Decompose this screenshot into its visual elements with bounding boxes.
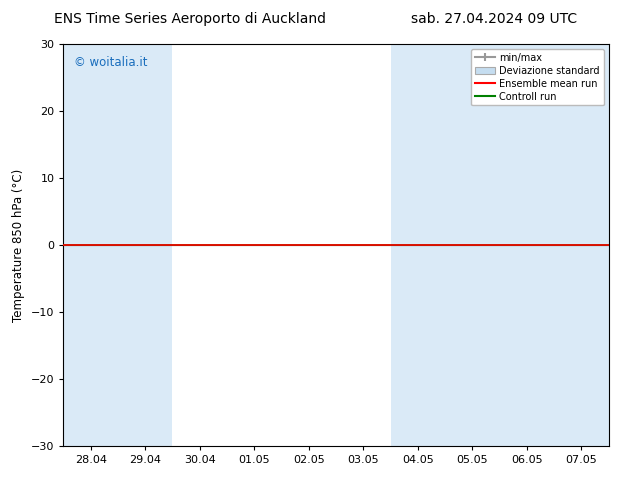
Bar — [500, 44, 554, 446]
Bar — [118, 44, 172, 446]
Text: © woitalia.it: © woitalia.it — [74, 56, 148, 69]
Y-axis label: Temperature 850 hPa (°C): Temperature 850 hPa (°C) — [12, 169, 25, 321]
Bar — [554, 44, 609, 446]
Text: ENS Time Series Aeroporto di Auckland: ENS Time Series Aeroporto di Auckland — [54, 12, 327, 26]
Bar — [391, 44, 445, 446]
Legend: min/max, Deviazione standard, Ensemble mean run, Controll run: min/max, Deviazione standard, Ensemble m… — [471, 49, 604, 105]
Bar — [63, 44, 118, 446]
Bar — [445, 44, 500, 446]
Text: sab. 27.04.2024 09 UTC: sab. 27.04.2024 09 UTC — [411, 12, 578, 26]
